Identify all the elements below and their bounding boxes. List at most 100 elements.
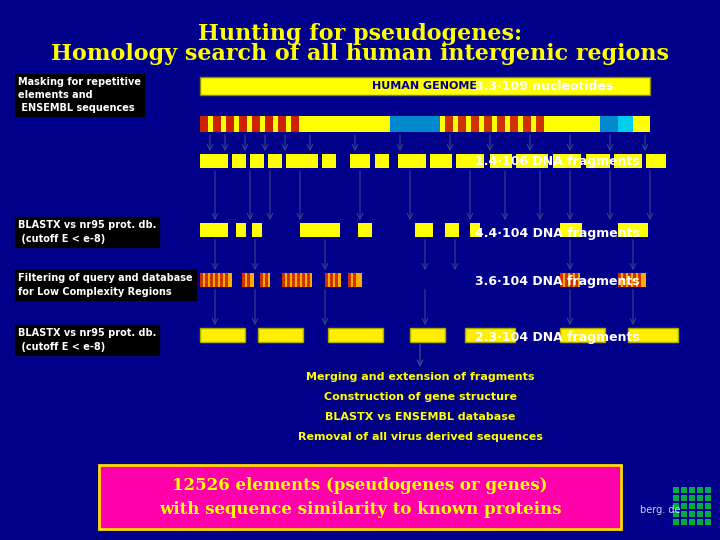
Bar [330, 273, 333, 287]
Bar [348, 273, 362, 287]
Bar [673, 511, 679, 517]
Bar [575, 273, 578, 287]
Bar [689, 495, 695, 501]
Bar [638, 273, 641, 287]
Bar [586, 154, 610, 168]
Bar [268, 154, 282, 168]
Text: Homology search of all human intergenic regions: Homology search of all human intergenic … [51, 43, 669, 65]
Bar [328, 328, 383, 342]
Bar [628, 328, 678, 342]
Bar [673, 495, 679, 501]
Bar [633, 273, 636, 287]
Bar [484, 116, 492, 132]
Bar [325, 273, 328, 287]
Bar [200, 116, 208, 132]
Text: 3.6·104 DNA fragments: 3.6·104 DNA fragments [475, 275, 639, 288]
Bar [497, 116, 505, 132]
Bar [200, 77, 650, 95]
Bar [232, 154, 246, 168]
Bar [689, 511, 695, 517]
Bar [307, 273, 310, 287]
Bar [673, 519, 679, 525]
Bar [278, 116, 286, 132]
Bar [252, 223, 262, 237]
Bar [614, 154, 642, 168]
Bar [398, 154, 426, 168]
Bar [697, 495, 703, 501]
Bar [458, 116, 466, 132]
Bar [673, 487, 679, 493]
Text: Filtering of query and database
for Low Complexity Regions: Filtering of query and database for Low … [18, 273, 193, 296]
Bar [628, 328, 678, 342]
Text: Hunting for pseudogenes:: Hunting for pseudogenes: [198, 23, 522, 45]
Bar [325, 273, 341, 287]
Bar [705, 511, 711, 517]
Bar [465, 328, 515, 342]
Bar [560, 273, 563, 287]
Bar [618, 223, 648, 237]
Bar [623, 273, 626, 287]
Bar [297, 273, 300, 287]
Bar [618, 273, 646, 287]
Bar [210, 273, 213, 287]
Bar [415, 223, 433, 237]
Bar [471, 116, 479, 132]
Bar [697, 519, 703, 525]
Bar [350, 154, 370, 168]
Text: 3.3·109 nucleotides: 3.3·109 nucleotides [475, 80, 613, 93]
Bar [252, 116, 260, 132]
Text: 1.4·106 DNA fragments: 1.4·106 DNA fragments [475, 156, 640, 168]
Bar [348, 273, 351, 287]
Bar [200, 116, 390, 132]
Bar [445, 116, 453, 132]
Bar [646, 154, 666, 168]
Bar [291, 116, 299, 132]
Bar [470, 223, 480, 237]
Text: Construction of gene structure: Construction of gene structure [323, 392, 516, 402]
Bar [523, 116, 531, 132]
Bar [560, 273, 580, 287]
Bar [681, 487, 687, 493]
Text: BLASTX vs ENSEMBL database: BLASTX vs ENSEMBL database [325, 412, 516, 422]
Text: 4.4·104 DNA fragments: 4.4·104 DNA fragments [475, 226, 640, 240]
Bar [375, 154, 389, 168]
Text: 2.3·104 DNA fragments: 2.3·104 DNA fragments [475, 332, 640, 345]
Bar [600, 116, 618, 132]
Text: 12526 elements (pseudogenes or genes): 12526 elements (pseudogenes or genes) [172, 476, 548, 494]
Bar [286, 154, 318, 168]
Bar [705, 503, 711, 509]
Bar [200, 223, 228, 237]
Bar [697, 487, 703, 493]
Bar [328, 328, 383, 342]
Bar [200, 328, 245, 342]
Bar [225, 273, 228, 287]
Bar [258, 328, 303, 342]
Bar [258, 328, 303, 342]
Bar [490, 154, 512, 168]
Bar [689, 519, 695, 525]
Bar [705, 495, 711, 501]
Bar [282, 273, 312, 287]
Bar [553, 154, 581, 168]
Bar [570, 273, 573, 287]
Bar [260, 273, 270, 287]
Bar [410, 328, 445, 342]
Bar [465, 328, 515, 342]
Bar [282, 273, 285, 287]
Bar [633, 116, 650, 132]
Bar [215, 273, 218, 287]
Text: BLASTX vs nr95 prot. db.
 (cutoff E < e-8): BLASTX vs nr95 prot. db. (cutoff E < e-8… [18, 328, 156, 352]
Bar [205, 273, 208, 287]
Bar [390, 116, 440, 132]
Text: Merging and extension of fragments: Merging and extension of fragments [306, 372, 534, 382]
Bar [292, 273, 295, 287]
Bar [510, 116, 518, 132]
Bar [560, 328, 605, 342]
Bar [618, 116, 633, 132]
Bar [200, 328, 245, 342]
Bar [560, 223, 582, 237]
Bar [440, 116, 600, 132]
Text: Removal of all virus derived sequences: Removal of all virus derived sequences [297, 432, 542, 442]
Bar [560, 328, 605, 342]
Bar [335, 273, 338, 287]
